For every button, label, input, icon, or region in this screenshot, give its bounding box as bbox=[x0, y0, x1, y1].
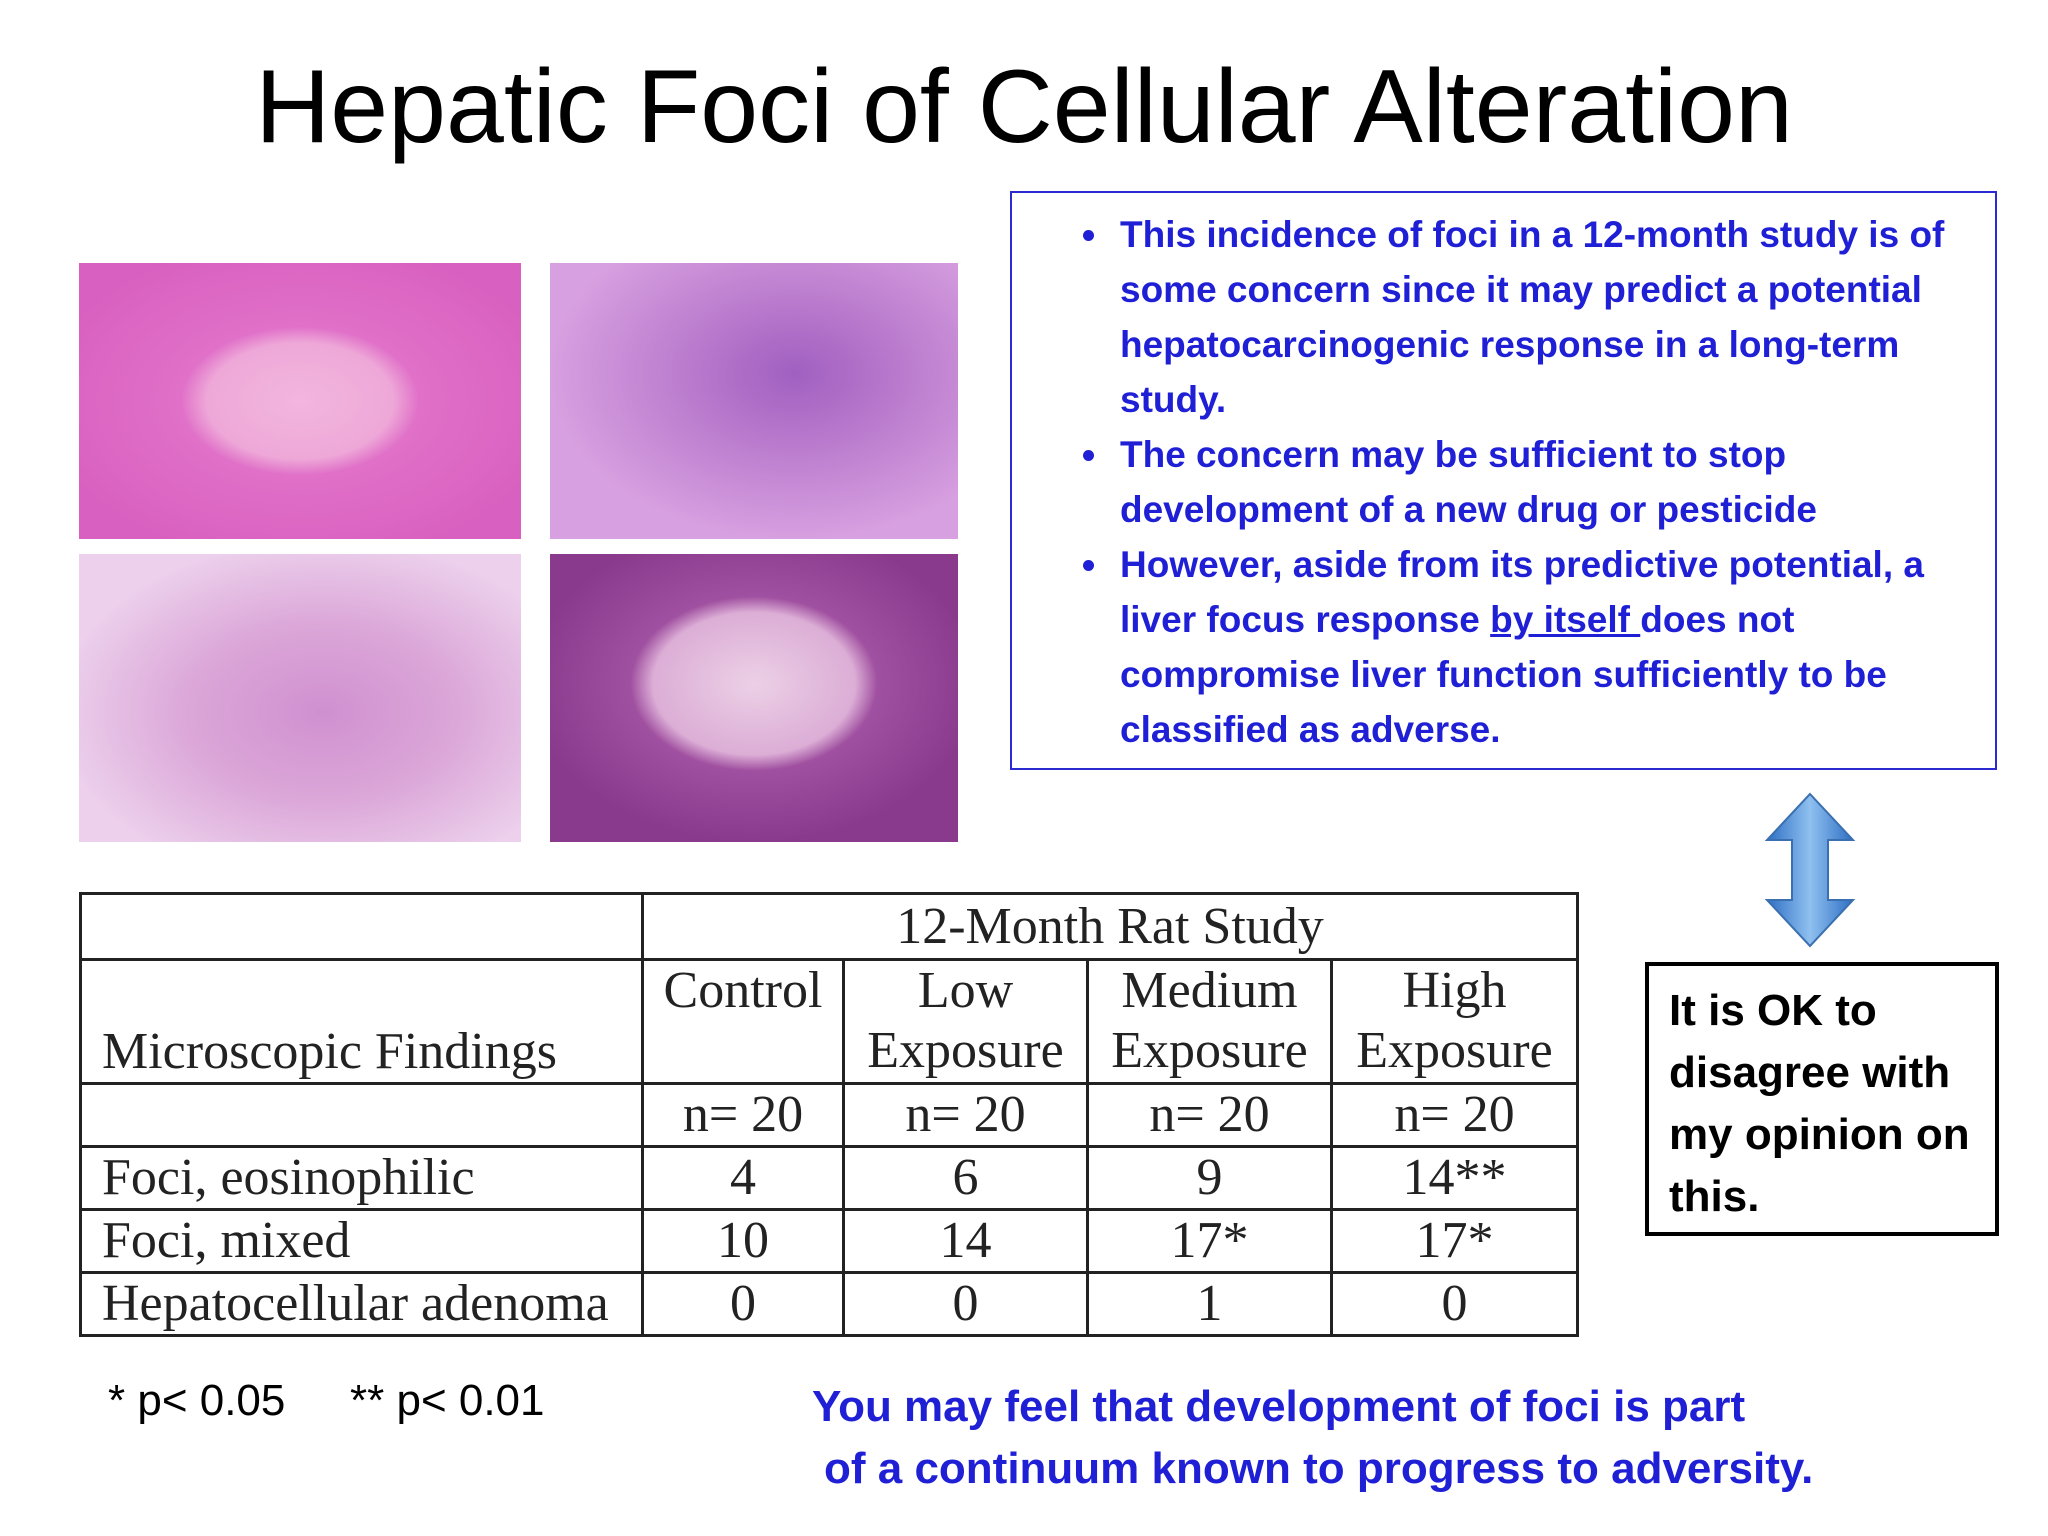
bullet-list: This incidence of foci in a 12-month stu… bbox=[1012, 207, 1965, 757]
value-cell: 0 bbox=[1329, 1271, 1580, 1337]
value-cell: 9 bbox=[1086, 1145, 1333, 1211]
bullet: This incidence of foci in a 12-month stu… bbox=[1112, 207, 1965, 427]
value-cell: 14** bbox=[1329, 1145, 1580, 1211]
footnote: ** p< 0.01 bbox=[350, 1376, 545, 1425]
bullet-text: However, aside from its predictive poten… bbox=[1120, 544, 1924, 640]
value-cell: 0 bbox=[842, 1271, 1089, 1337]
histology-image bbox=[550, 263, 958, 539]
header-row: 12-Month Rat Study bbox=[79, 892, 1580, 961]
bottom-note: You may feel that development of foci is… bbox=[812, 1376, 1813, 1500]
underlined-text: by itself bbox=[1490, 599, 1641, 640]
double-arrow bbox=[1764, 792, 1856, 948]
findings-table: 12-Month Rat Study Microscopic Findings Co… bbox=[79, 892, 1580, 1337]
n-cell: n= 20 bbox=[1329, 1082, 1580, 1148]
n-cell: n= 20 bbox=[842, 1082, 1089, 1148]
header-row: Microscopic Findings Control Low Exposure M… bbox=[79, 958, 1580, 1085]
data-row: Foci, eosinophilic 4 6 9 14** bbox=[79, 1145, 1580, 1211]
n-cell: n= 20 bbox=[1086, 1082, 1333, 1148]
row-header: Microscopic Findings bbox=[79, 958, 644, 1085]
group-header: 12-Month Rat Study bbox=[640, 892, 1580, 961]
row-label: Foci, mixed bbox=[79, 1208, 644, 1274]
value-cell: 6 bbox=[842, 1145, 1089, 1211]
callout-box: It is OK to disagree with my opinion on … bbox=[1645, 962, 1999, 1236]
row-label: Foci, eosinophilic bbox=[79, 1145, 644, 1211]
value-cell: 4 bbox=[641, 1145, 845, 1211]
row-label: Hepatocellular adenoma bbox=[79, 1271, 644, 1337]
bullet-text: does not compromise liver function suffi… bbox=[1120, 599, 1887, 750]
empty-cell bbox=[79, 892, 644, 961]
histology-image bbox=[550, 554, 958, 842]
value-cell: 0 bbox=[641, 1271, 845, 1337]
column-header: Control bbox=[641, 958, 845, 1085]
bullet: The concern may be sufficient to stop de… bbox=[1112, 427, 1965, 537]
bullet: However, aside from its predictive poten… bbox=[1112, 537, 1965, 757]
column-header: Low Exposure bbox=[842, 958, 1089, 1085]
column-header: High Exposure bbox=[1329, 958, 1580, 1085]
footnote: * p< 0.05 bbox=[108, 1376, 286, 1425]
n-cell: n= 20 bbox=[641, 1082, 845, 1148]
value-cell: 17* bbox=[1086, 1208, 1333, 1274]
data-row: Hepatocellular adenoma 0 0 1 0 bbox=[79, 1271, 1580, 1337]
histology-image bbox=[79, 263, 521, 539]
note-line: of a continuum known to progress to adve… bbox=[824, 1444, 1814, 1493]
note-line: You may feel that development of foci is… bbox=[812, 1382, 1746, 1431]
value-cell: 1 bbox=[1086, 1271, 1333, 1337]
data-row: Foci, mixed 10 14 17* 17* bbox=[79, 1208, 1580, 1274]
value-cell: 14 bbox=[842, 1208, 1089, 1274]
value-cell: 17* bbox=[1329, 1208, 1580, 1274]
value-cell: 10 bbox=[641, 1208, 845, 1274]
column-header: Medium Exposure bbox=[1086, 958, 1333, 1085]
histology-image bbox=[79, 554, 521, 842]
slide-title: Hepatic Foci of Cellular Alteration bbox=[255, 49, 1793, 165]
empty-cell bbox=[79, 1082, 644, 1148]
notes-box: This incidence of foci in a 12-month stu… bbox=[1010, 191, 1997, 770]
n-row: n= 20 n= 20 n= 20 n= 20 bbox=[79, 1082, 1580, 1148]
